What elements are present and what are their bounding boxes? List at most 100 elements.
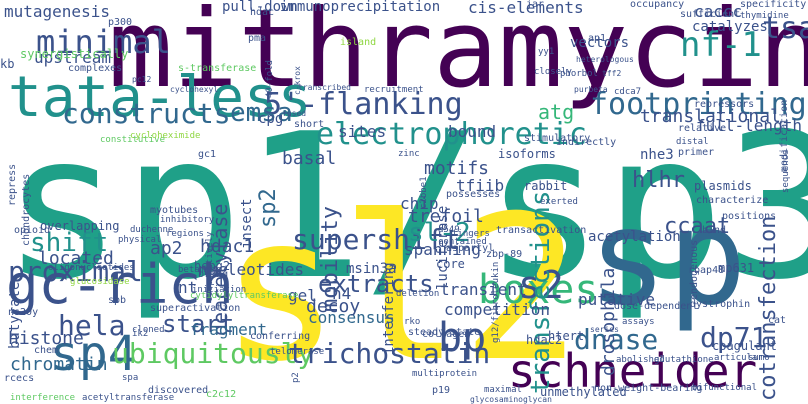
cloud-word: located — [38, 248, 114, 269]
cloud-word: rcecs — [4, 373, 35, 384]
cloud-word: bring — [198, 269, 229, 280]
cloud-word: sufficient — [680, 9, 741, 20]
cloud-word: p19 — [432, 385, 451, 396]
cloud-word: core — [436, 257, 465, 271]
cloud-word: caccc — [694, 2, 743, 21]
cloud-word: spb — [108, 295, 127, 306]
cloud-word: synergistically — [20, 47, 129, 61]
cloud-word: insect — [239, 198, 255, 249]
cloud-word: immunoprecipitation — [280, 0, 441, 15]
cloud-word: g12/fibroleukin — [491, 262, 501, 344]
cloud-word: c2bbe1 — [419, 176, 429, 209]
cloud-word: nhe3 — [640, 147, 674, 163]
cloud-word: trichostatin — [288, 337, 491, 370]
cloud-word: schneider — [508, 344, 758, 398]
cloud-word: decoy — [306, 296, 361, 317]
cloud-word: cdca7 — [614, 87, 642, 97]
cloud-word: 5'-flanking — [264, 87, 463, 122]
cloud-word: chromatin — [10, 354, 108, 375]
cloud-word: bifunctional — [692, 383, 758, 393]
cloud-word: rbap48 — [688, 265, 725, 276]
cloud-word: tsa — [762, 11, 808, 46]
cloud-word: hepg2 — [194, 259, 231, 273]
cloud-word: hdac — [250, 7, 275, 18]
cloud-word: relative — [678, 123, 727, 134]
cloud-word: extracts — [318, 270, 434, 298]
cloud-word: sp — [588, 181, 747, 335]
cloud-word: catalyzes — [692, 19, 768, 35]
cloud-word: bind — [702, 225, 727, 236]
cloud-word: ap2 — [150, 238, 183, 259]
cloud-word: start — [162, 310, 235, 338]
cloud-word: characterize — [696, 195, 769, 206]
cloud-word: oligonucleotides — [48, 263, 135, 273]
cloud-word: stimulatory — [524, 133, 591, 144]
cloud-word: glutathione — [654, 355, 714, 365]
cloud-word: bound — [448, 122, 497, 141]
cloud-word: myotubes — [150, 205, 199, 216]
cloud-word: htert — [548, 329, 585, 343]
cloud-word: c2c12 — [206, 389, 237, 400]
cloud-word: basal — [282, 148, 337, 169]
cloud-word: ns20y — [8, 307, 39, 318]
cloud-word: telomerase — [270, 347, 325, 357]
cloud-word: nucleotides — [198, 260, 304, 279]
cloud-word: physical — [118, 235, 162, 245]
cloud-word: cytidylyltransferase — [190, 291, 299, 301]
cloud-word: gel — [288, 286, 317, 305]
cloud-word: dose-dependent — [614, 301, 699, 312]
cloud-word: s-transferase — [178, 63, 257, 74]
cloud-word: distal — [676, 137, 709, 147]
cloud-word: discovered — [148, 385, 209, 396]
cloud-word: heterologous — [576, 55, 634, 64]
cloud-word: electrophoretic — [316, 117, 587, 152]
cloud-word: tfiib — [456, 176, 505, 195]
cloud-word: atg — [538, 100, 575, 124]
cloud-word: full-length — [696, 116, 802, 135]
cloud-word: p2 — [291, 372, 301, 383]
cloud-word: shift — [30, 228, 109, 258]
cloud-word: ap1 — [588, 33, 607, 44]
cloud-word: island — [340, 37, 377, 48]
cloud-word: glucosidase — [70, 277, 130, 287]
cloud-word: constructs — [62, 97, 231, 130]
cloud-word: transfections — [526, 190, 556, 394]
cloud-word: putative — [578, 290, 656, 309]
cloud-word: emsa — [230, 98, 293, 128]
cloud-word: spanning — [404, 240, 482, 259]
cloud-word: articular — [714, 353, 763, 363]
cloud-word: hdac2 — [526, 333, 563, 347]
cloud-word: mp631 — [718, 261, 755, 275]
cloud-word: nf-1 — [680, 25, 762, 65]
cloud-word: interfering — [381, 262, 397, 355]
cloud-word: ik2 — [132, 329, 149, 339]
cloud-word: primer — [678, 147, 715, 158]
cloud-word: kb — [0, 57, 15, 71]
cloud-word: positions — [722, 211, 777, 222]
cloud-word: fingers — [452, 229, 490, 239]
cloud-word: possesses — [446, 189, 501, 200]
cloud-word: gc-rich — [6, 253, 234, 316]
cloud-word: abolished — [616, 355, 665, 365]
cloud-word: 40-fold — [265, 60, 275, 98]
cloud-word: sequence — [781, 150, 791, 194]
cloud-word: mutagenesis — [4, 2, 110, 21]
cloud-word: steady-state — [408, 327, 481, 338]
cloud-word: transcribed — [298, 83, 351, 92]
cloud-word: proximal — [8, 255, 143, 288]
cloud-word: regions — [166, 229, 204, 239]
cloud-word: p300 — [108, 17, 133, 28]
cloud-word: exerted — [540, 197, 578, 207]
cloud-word: h4 — [332, 284, 352, 303]
cloud-word: a549 — [438, 225, 460, 235]
cloud-word: dystrophin — [690, 299, 751, 310]
cloud-word: unmethylated — [540, 385, 627, 399]
cloud-word: motifs — [424, 158, 490, 179]
cloud-word: rabbit — [524, 179, 568, 193]
cloud-word: hlhr — [632, 168, 685, 193]
cloud-word: zbp-89 — [486, 249, 523, 260]
cloud-word: fused — [282, 109, 307, 118]
cloud-word: interference — [10, 393, 76, 403]
cloud-word: boxes — [478, 267, 599, 313]
